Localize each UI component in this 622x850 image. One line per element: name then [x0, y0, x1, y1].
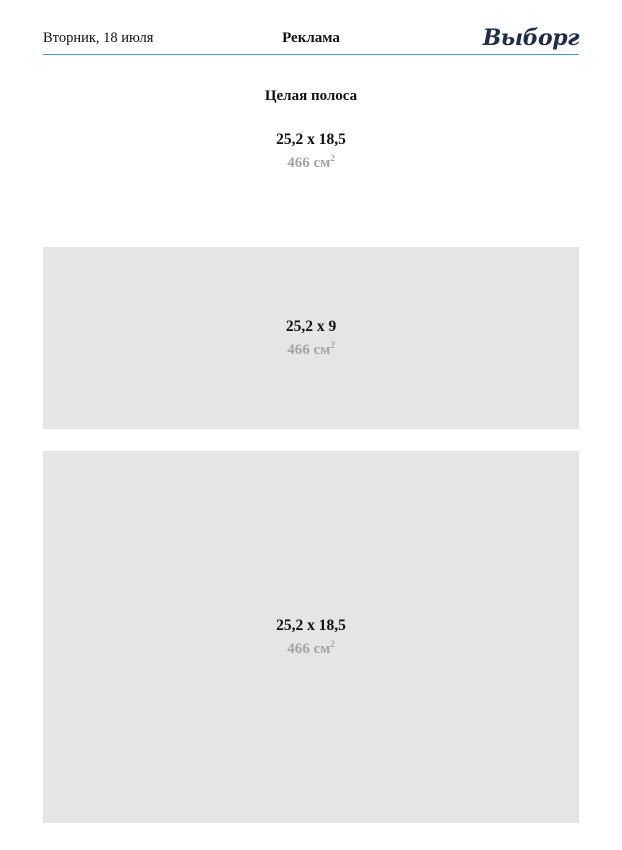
format-area: 466 см2	[287, 638, 335, 657]
ad-slot-half: 25,2 x 9 466 см2	[43, 247, 579, 429]
format-area: 466 см2	[287, 153, 335, 171]
format-half-page: 25,2 x 9 466 см2	[286, 318, 336, 359]
newspaper-logo: Выборг	[482, 25, 580, 51]
format-dimensions: 25,2 x 9	[285, 317, 337, 335]
issue-date: Вторник, 18 июля	[43, 30, 154, 46]
format-full-page-box: 25,2 x 18,5 466 см2	[276, 617, 346, 658]
format-dimensions: 25,2 x 18,5	[276, 616, 346, 634]
section-title: Реклама	[282, 30, 340, 46]
ad-slot-full: 25,2 x 18,5 466 см2	[43, 451, 579, 823]
format-dimensions: 25,2 x 18,5	[276, 131, 346, 148]
format-area: 466 см2	[287, 339, 335, 358]
page-header: Вторник, 18 июля Реклама Выборг	[43, 25, 580, 55]
format-full-page: 25,2 x 18,5 466 см2	[43, 131, 579, 172]
page-title: Целая полоса	[264, 88, 358, 104]
